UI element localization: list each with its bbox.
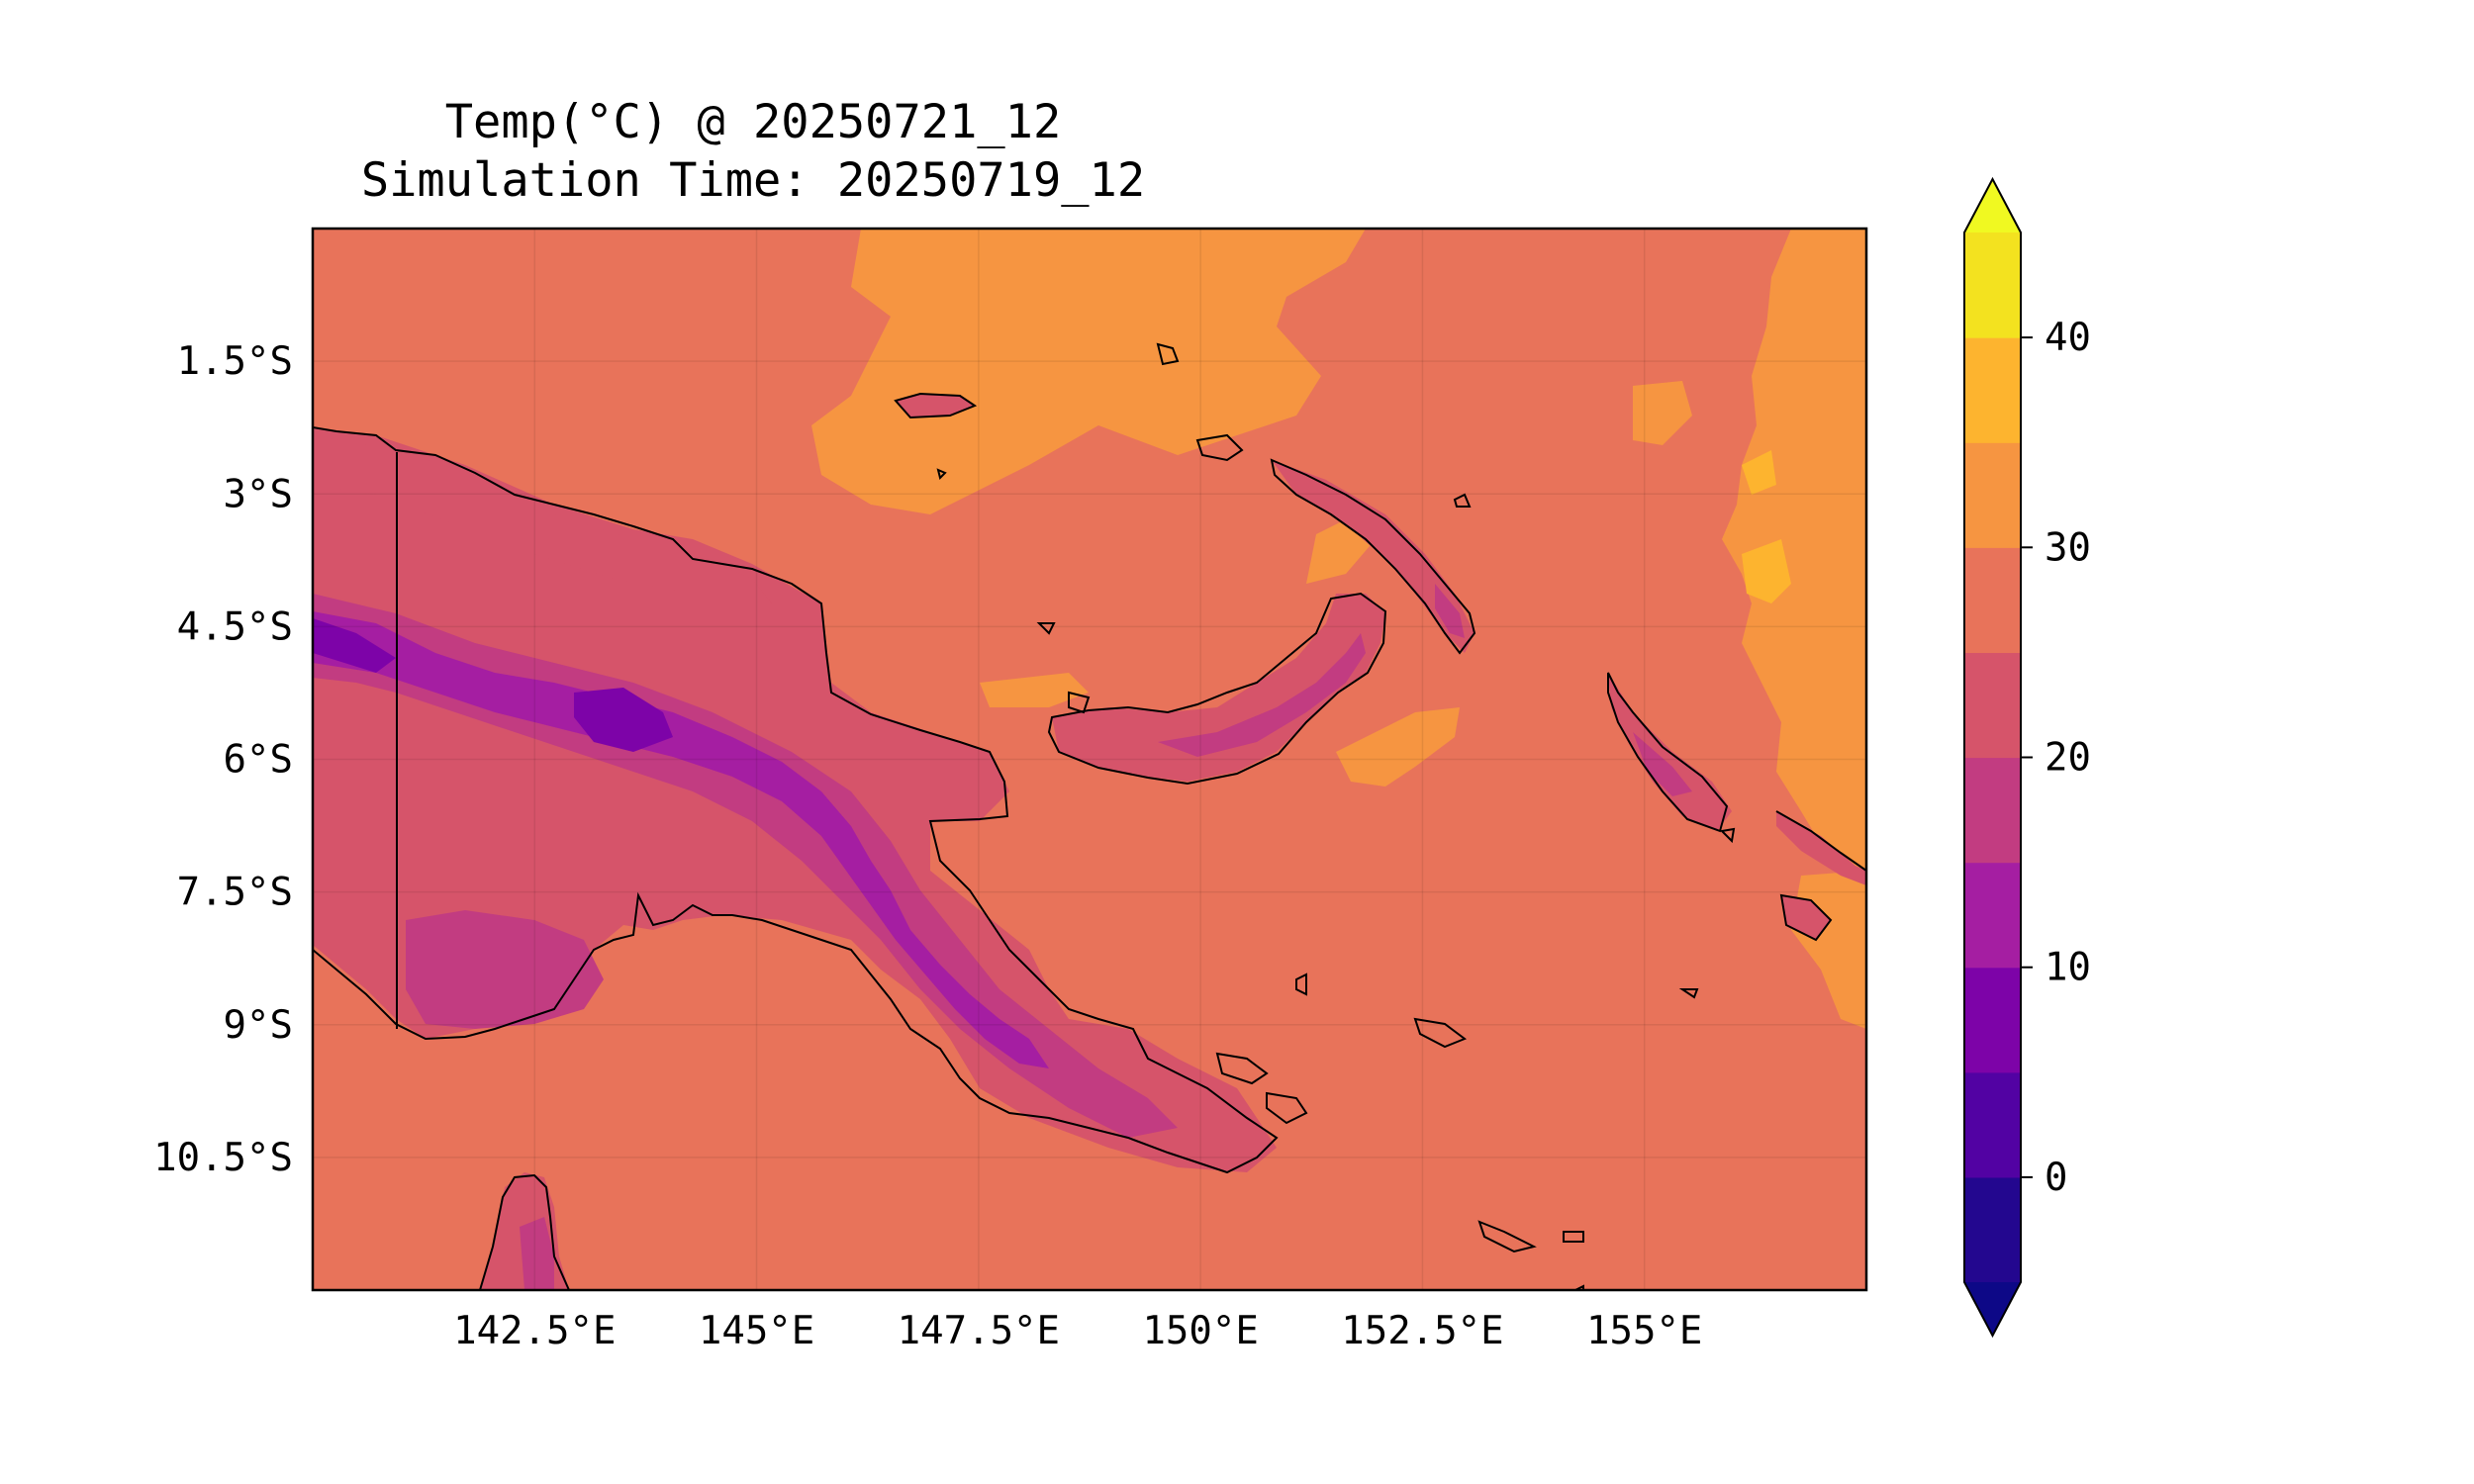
manus-island [896,394,975,417]
new-britain-highs [1158,633,1366,757]
warm-patch-new-britain-south [1336,707,1460,787]
gridlines [313,229,1866,1290]
lon-tick-label: 147.5°E [898,1309,1060,1353]
lon-tick-label: 142.5°E [453,1309,616,1353]
longitude-axis: 142.5°E 145°E 147.5°E 150°E 152.5°E 155°E [453,1309,1702,1353]
title-line-1: Temp(°C) @ 20250721_12 [444,95,1062,149]
lat-tick-label: 3°S [224,472,293,516]
temperature-field [313,229,1866,1290]
lat-tick-label: 4.5°S [177,604,293,649]
coastline-cape-york [479,1173,570,1290]
colorbar-tick-label: 10 [2045,946,2091,990]
colorbar-tick-label: 20 [2045,736,2091,781]
colorbar-level [1964,547,2021,653]
hot-patch-east-1 [1742,539,1791,603]
central-range-summits [313,618,673,752]
map-title: Temp(°C) @ 20250721_12 Simulation Time: … [0,93,1506,210]
colorbar-tick-label: 40 [2045,316,2091,360]
lat-tick-label: 6°S [224,738,293,783]
colorbar-level [1964,337,2021,443]
colorbar-level [1964,232,2021,338]
colorbar-level [1964,862,2021,969]
lon-tick-label: 152.5°E [1341,1309,1503,1353]
coastline-new-britain [1047,592,1387,786]
choiseul-island [1776,811,1866,885]
hot-patch-east-2 [1742,450,1776,495]
bougainville-highs [1633,732,1692,796]
colorbar-tick-label: 30 [2045,525,2091,570]
coastlines [313,342,1866,1290]
lat-tick-label: 1.5°S [177,339,293,384]
lon-tick-label: 145°E [699,1309,814,1353]
coastline-bougainville [1607,672,1729,833]
coastline-choiseul [1775,810,1866,872]
sepik-lowland [313,435,772,603]
colorbar-under-extension [1964,1282,2021,1336]
coastline-new-guinea-north [313,426,1279,1174]
coastline-santa-isabel [1779,893,1833,942]
warm-patch-solomon-sea [980,673,1089,707]
new-ireland-island [1272,460,1475,653]
coastline-manus [894,392,978,419]
coastline-d-entrecasteaux [1215,1052,1308,1125]
new-ireland-highs [1435,584,1465,638]
latitude-axis: 1.5°S 3°S 4.5°S 6°S 7.5°S 9°S 10.5°S [153,339,293,1180]
map-frame [311,227,1868,1292]
title-line-2: Simulation Time: 20250719_12 [360,153,1146,208]
lat-tick-label: 10.5°S [153,1136,293,1180]
colorbar-level [1964,967,2021,1073]
colorbar-level [1964,1071,2021,1178]
colorbar-level [1964,442,2021,548]
coastline-new-hanover [1195,433,1244,462]
fly-river-lowland [406,910,604,1029]
lon-tick-label: 150°E [1142,1309,1258,1353]
lat-tick-label: 7.5°S [177,871,293,915]
warm-patch-north-east [1633,381,1692,445]
colorbar-tick-label: 0 [2045,1156,2067,1200]
warm-region-north-sea [811,229,1366,514]
cape-york-highs [520,1217,554,1290]
colorbar-over-extension [1964,179,2021,232]
colorbar-level [1964,757,2021,864]
new-britain-island [1052,594,1385,782]
lon-tick-label: 155°E [1586,1309,1702,1353]
colorbar-level [1964,1176,2021,1283]
coastline-new-ireland [1270,458,1476,655]
warm-region-east [1722,229,1866,885]
colorbar-outline [1963,176,2022,1339]
coastline-louisiade [1477,1220,1584,1253]
lat-tick-label: 9°S [224,1003,293,1048]
colorbar: 0 10 20 30 40 [1963,176,2091,1339]
coastline-woodlark [1413,1017,1468,1049]
coastline-small-islands [936,342,1736,1290]
colorbar-level [1964,652,2021,759]
